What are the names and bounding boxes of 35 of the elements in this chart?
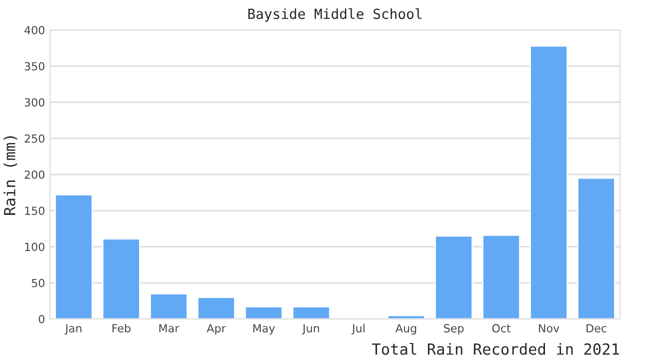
y-tick-label: 250 [24, 134, 44, 143]
y-tick-label: 100 [25, 242, 44, 252]
bar [150, 293, 188, 319]
x-tick-label: Sep [444, 324, 464, 335]
bar [387, 314, 426, 319]
x-tick-label: Feb [112, 324, 130, 332]
y-tick-label: 350 [24, 62, 44, 71]
bar [577, 177, 616, 319]
bar [102, 238, 140, 319]
x-tick-label: Nov [538, 324, 560, 332]
y-tick-label: 150 [25, 206, 44, 216]
x-tick-label: Oct [492, 324, 511, 332]
bar [292, 306, 330, 319]
bar [434, 235, 473, 319]
bar [530, 45, 568, 319]
y-tick-label: 200 [24, 170, 44, 179]
y-tick-label: 400 [24, 26, 44, 34]
x-axis-title: Total Rain Recorded in 2021 [372, 342, 619, 355]
y-tick-label: 300 [24, 98, 44, 107]
x-tick-label: Apr [206, 324, 226, 335]
bar [197, 296, 236, 319]
x-tick-label: Jun [302, 324, 319, 335]
y-axis-title: Rain (mm) [4, 136, 18, 215]
chart-title: Bayside Middle School [248, 8, 422, 22]
y-tick-label: 0 [38, 314, 44, 324]
x-tick-label: Aug [395, 324, 416, 335]
bar [54, 194, 93, 319]
y-tick-label: 50 [32, 278, 44, 288]
x-tick-label: Mar [159, 324, 180, 332]
bar [244, 306, 283, 319]
x-tick-label: May [253, 324, 275, 335]
x-tick-label: Jul [351, 324, 364, 335]
x-tick-label: Dec [586, 324, 606, 332]
x-tick-label: Jan [64, 324, 82, 335]
bar [482, 234, 520, 319]
